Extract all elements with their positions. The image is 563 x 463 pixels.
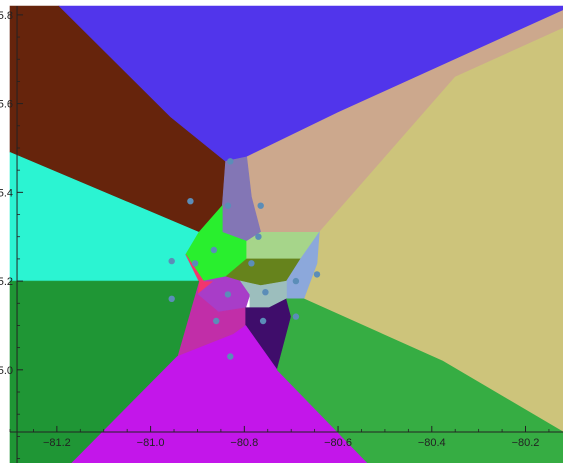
data-point-7 [168, 257, 175, 265]
data-point-2 [187, 198, 194, 205]
data-point-3 [224, 202, 232, 209]
x-tick-label: −80.2 [512, 437, 540, 449]
data-point-11 [292, 277, 300, 285]
x-tick-label: −80.4 [418, 437, 446, 449]
data-point-8 [191, 260, 199, 267]
voronoi-cell-17 [71, 325, 369, 463]
axes: −81.2 −81.0 −80.8 −80.6 −80.4 −80.2 35.0 35.2 35… [0, 6, 563, 463]
data-point-13 [262, 289, 269, 296]
data-point-15 [213, 317, 220, 325]
x-tick-label: −80.8 [230, 437, 258, 449]
data-point-9 [248, 260, 255, 267]
data-point-16 [259, 317, 267, 325]
data-point-17 [292, 313, 300, 320]
voronoi-cell-18 [276, 298, 563, 463]
x-tick-label: −81.0 [137, 437, 165, 449]
data-point-4 [257, 202, 264, 209]
data-point-1 [227, 158, 234, 165]
y-tick-label: 35.2 [0, 276, 13, 288]
y-tick-label: 35.0 [0, 365, 13, 377]
data-point-10 [313, 271, 321, 278]
data-points [168, 158, 321, 360]
y-tick-label: 35.6 [0, 99, 13, 111]
x-tick-label: −80.6 [324, 437, 352, 449]
data-point-6 [210, 246, 218, 254]
data-point-5 [255, 233, 262, 240]
data-point-14 [168, 295, 175, 302]
data-point-18 [227, 353, 234, 360]
voronoi-cells [9, 5, 563, 463]
data-point-12 [224, 291, 232, 298]
y-tick-label: 35.8 [0, 10, 13, 22]
y-tick-label: 35.4 [0, 187, 13, 199]
x-tick-label: −81.2 [43, 437, 71, 449]
